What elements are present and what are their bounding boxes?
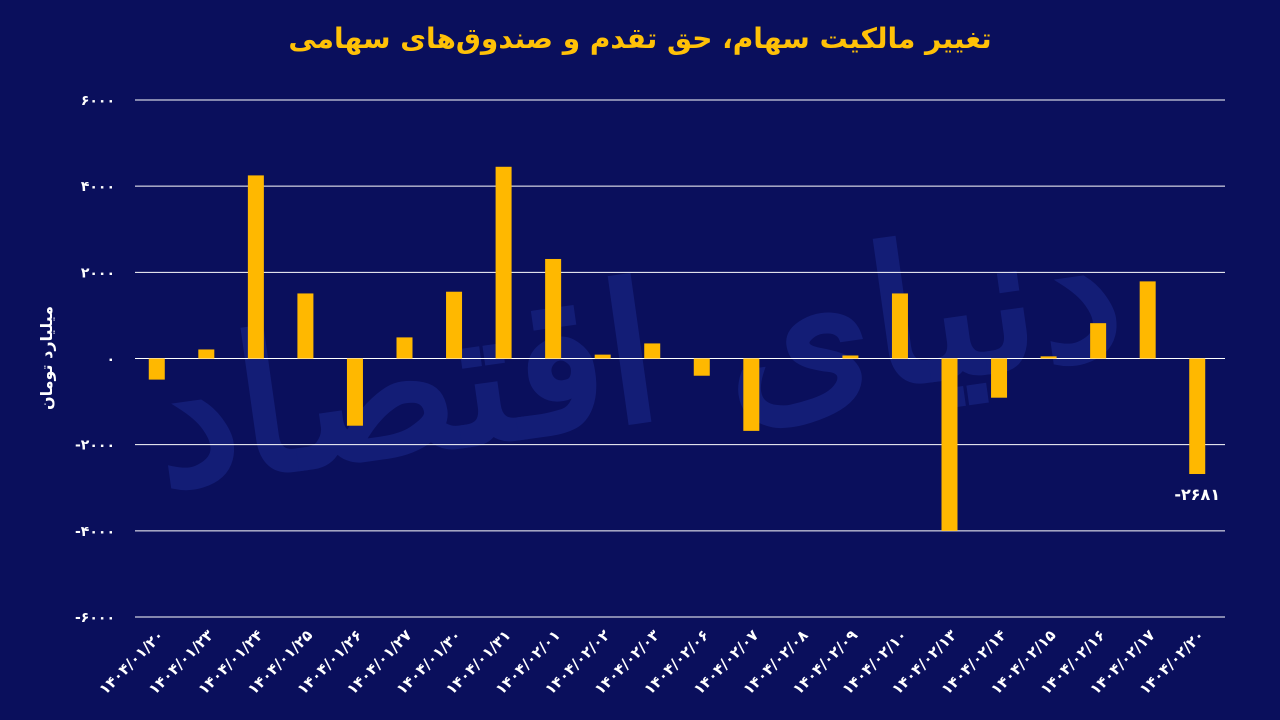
bar — [446, 291, 463, 359]
y-tick-label: ۰ — [106, 352, 115, 368]
chart-title: تغییر مالکیت سهام، حق تقدم و صندوق‌های س… — [288, 22, 992, 55]
bars — [148, 166, 1206, 531]
bar — [842, 355, 859, 359]
bar — [644, 343, 661, 359]
bar — [991, 358, 1008, 398]
data-labels: -۲۶۸۱ — [1174, 485, 1220, 504]
bar — [1189, 358, 1206, 475]
x-axis-categories: ۱۴۰۴/۰۱/۲۰۱۴۰۴/۰۱/۲۳۱۴۰۴/۰۱/۲۴۱۴۰۴/۰۱/۲۵… — [95, 626, 1208, 698]
bar — [1090, 323, 1107, 359]
data-label: -۲۶۸۱ — [1174, 485, 1220, 504]
bar — [148, 358, 165, 380]
bar — [247, 175, 264, 359]
watermark-text: دنیای اقتصاد — [138, 175, 1135, 532]
bar — [1040, 356, 1057, 359]
bar — [198, 349, 215, 359]
y-tick-label: -۴۰۰۰ — [75, 524, 115, 540]
bar — [545, 258, 562, 359]
y-axis-ticks: ۶۰۰۰ ۴۰۰۰ ۲۰۰۰ ۰ -۲۰۰۰ -۴۰۰۰ -۶۰۰۰ — [75, 93, 115, 626]
y-tick-label: -۶۰۰۰ — [75, 610, 115, 626]
bar — [495, 166, 512, 359]
bar — [693, 358, 710, 376]
bar — [396, 337, 413, 359]
bar — [346, 358, 363, 426]
bar — [941, 358, 958, 531]
y-tick-label: -۲۰۰۰ — [75, 438, 115, 454]
bar — [297, 293, 314, 359]
y-tick-label: ۴۰۰۰ — [81, 179, 115, 195]
bar — [743, 358, 760, 431]
gridlines — [135, 99, 1225, 618]
y-tick-label: ۶۰۰۰ — [81, 93, 115, 109]
bar — [594, 354, 611, 359]
bar — [891, 293, 908, 359]
bar — [1139, 281, 1156, 359]
y-axis-label: میلیارد تومان — [37, 306, 56, 410]
y-tick-label: ۲۰۰۰ — [81, 265, 115, 281]
watermark-layer: دنیای اقتصاد — [138, 175, 1135, 532]
